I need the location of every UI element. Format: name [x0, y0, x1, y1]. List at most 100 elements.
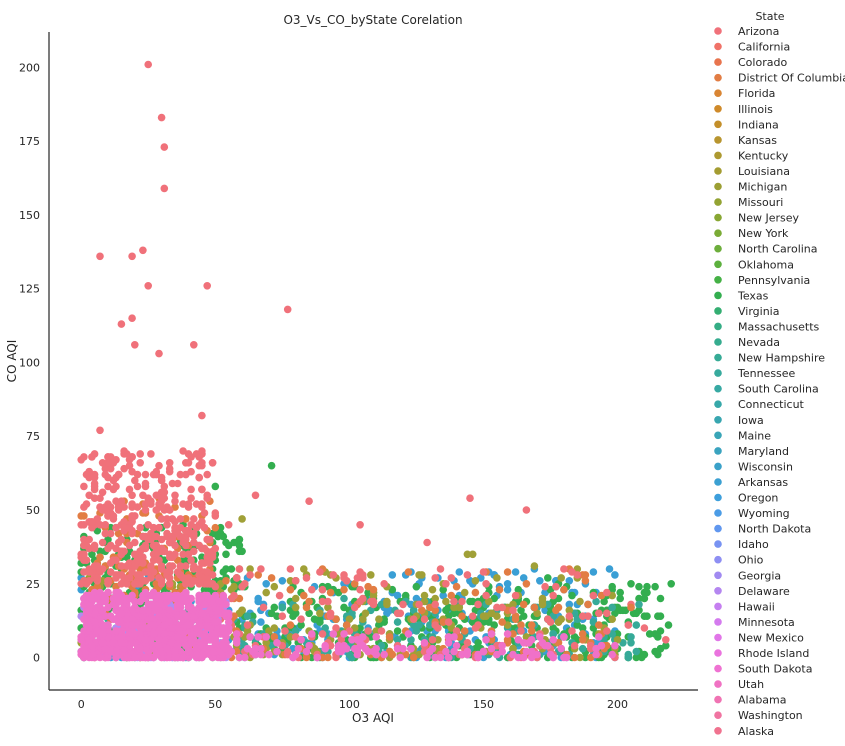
data-point	[88, 523, 96, 532]
data-point	[251, 491, 260, 500]
data-point	[198, 609, 206, 618]
data-point	[340, 574, 348, 582]
data-point	[549, 630, 557, 638]
legend-marker	[714, 27, 722, 35]
data-point	[98, 538, 107, 547]
data-point	[128, 615, 136, 623]
data-point	[393, 627, 402, 635]
data-point	[198, 553, 206, 561]
data-point	[388, 571, 397, 579]
legend-label: Hawaii	[738, 600, 775, 613]
data-point	[214, 532, 222, 541]
data-point	[190, 565, 198, 573]
data-point	[184, 621, 193, 629]
data-point	[356, 521, 364, 529]
data-point	[192, 523, 201, 532]
data-point	[530, 603, 539, 612]
data-point	[131, 580, 139, 588]
data-point	[447, 591, 456, 600]
data-point	[418, 571, 426, 579]
legend-marker	[714, 353, 722, 362]
data-point	[101, 470, 110, 479]
data-point	[88, 518, 96, 526]
legend-marker	[714, 42, 722, 51]
data-point	[227, 585, 236, 594]
legend-marker	[714, 618, 722, 626]
data-point	[85, 606, 93, 615]
data-point	[232, 636, 241, 644]
data-point	[155, 612, 163, 620]
data-point	[238, 582, 246, 591]
data-point	[149, 568, 158, 576]
data-point	[549, 624, 557, 632]
data-point	[439, 618, 448, 626]
data-point	[581, 653, 590, 662]
legend-marker	[714, 105, 722, 113]
data-point	[182, 526, 190, 535]
data-point	[168, 624, 177, 632]
data-point	[160, 488, 169, 497]
legend-marker	[714, 291, 722, 300]
y-tick-label: 125	[19, 283, 40, 296]
data-point	[203, 621, 211, 629]
data-point	[503, 580, 512, 588]
data-point	[603, 627, 611, 635]
legend-label: Rhode Island	[738, 647, 809, 660]
data-point	[286, 577, 295, 585]
data-point	[342, 644, 351, 653]
data-point	[471, 644, 480, 653]
data-point	[163, 521, 171, 529]
data-point	[96, 252, 104, 261]
legend-marker	[714, 58, 722, 66]
data-point	[428, 636, 437, 644]
data-point	[160, 636, 169, 644]
data-point	[361, 609, 370, 618]
data-point	[222, 577, 230, 585]
data-point	[165, 653, 174, 662]
data-point	[283, 647, 292, 656]
data-point	[316, 618, 324, 626]
legend-label: Ohio	[738, 554, 764, 567]
data-point	[123, 653, 131, 662]
x-tick-label: 50	[208, 698, 222, 711]
data-point	[182, 515, 190, 523]
data-point	[308, 630, 316, 638]
data-point	[136, 644, 144, 653]
data-point	[254, 597, 262, 606]
data-point	[187, 453, 195, 461]
data-point	[407, 636, 415, 644]
legend-label: North Dakota	[738, 523, 811, 536]
data-point	[90, 479, 99, 488]
y-tick-label: 75	[26, 430, 40, 443]
data-point	[442, 606, 450, 615]
data-point	[155, 556, 163, 564]
data-point	[578, 630, 587, 638]
legend-marker	[714, 431, 722, 440]
data-point	[479, 568, 488, 576]
legend-marker	[714, 73, 722, 82]
data-point	[222, 600, 230, 609]
data-point	[517, 627, 525, 635]
data-point	[85, 636, 93, 644]
data-point	[238, 515, 246, 523]
data-point	[190, 515, 198, 523]
data-point	[182, 641, 190, 650]
data-point	[444, 639, 453, 647]
data-point	[503, 585, 512, 594]
data-point	[519, 612, 528, 620]
data-point	[80, 550, 88, 559]
data-point	[232, 647, 241, 656]
data-point	[80, 541, 88, 550]
data-point	[495, 585, 504, 594]
data-point	[179, 550, 187, 559]
data-point	[160, 547, 169, 556]
data-point	[487, 644, 496, 653]
legend-marker	[714, 182, 722, 191]
legend-marker	[714, 649, 722, 657]
data-point	[243, 612, 252, 620]
data-point	[171, 653, 179, 662]
data-point	[216, 523, 225, 532]
data-point	[165, 580, 174, 588]
x-tick-label: 0	[78, 698, 85, 711]
data-point	[270, 624, 279, 632]
